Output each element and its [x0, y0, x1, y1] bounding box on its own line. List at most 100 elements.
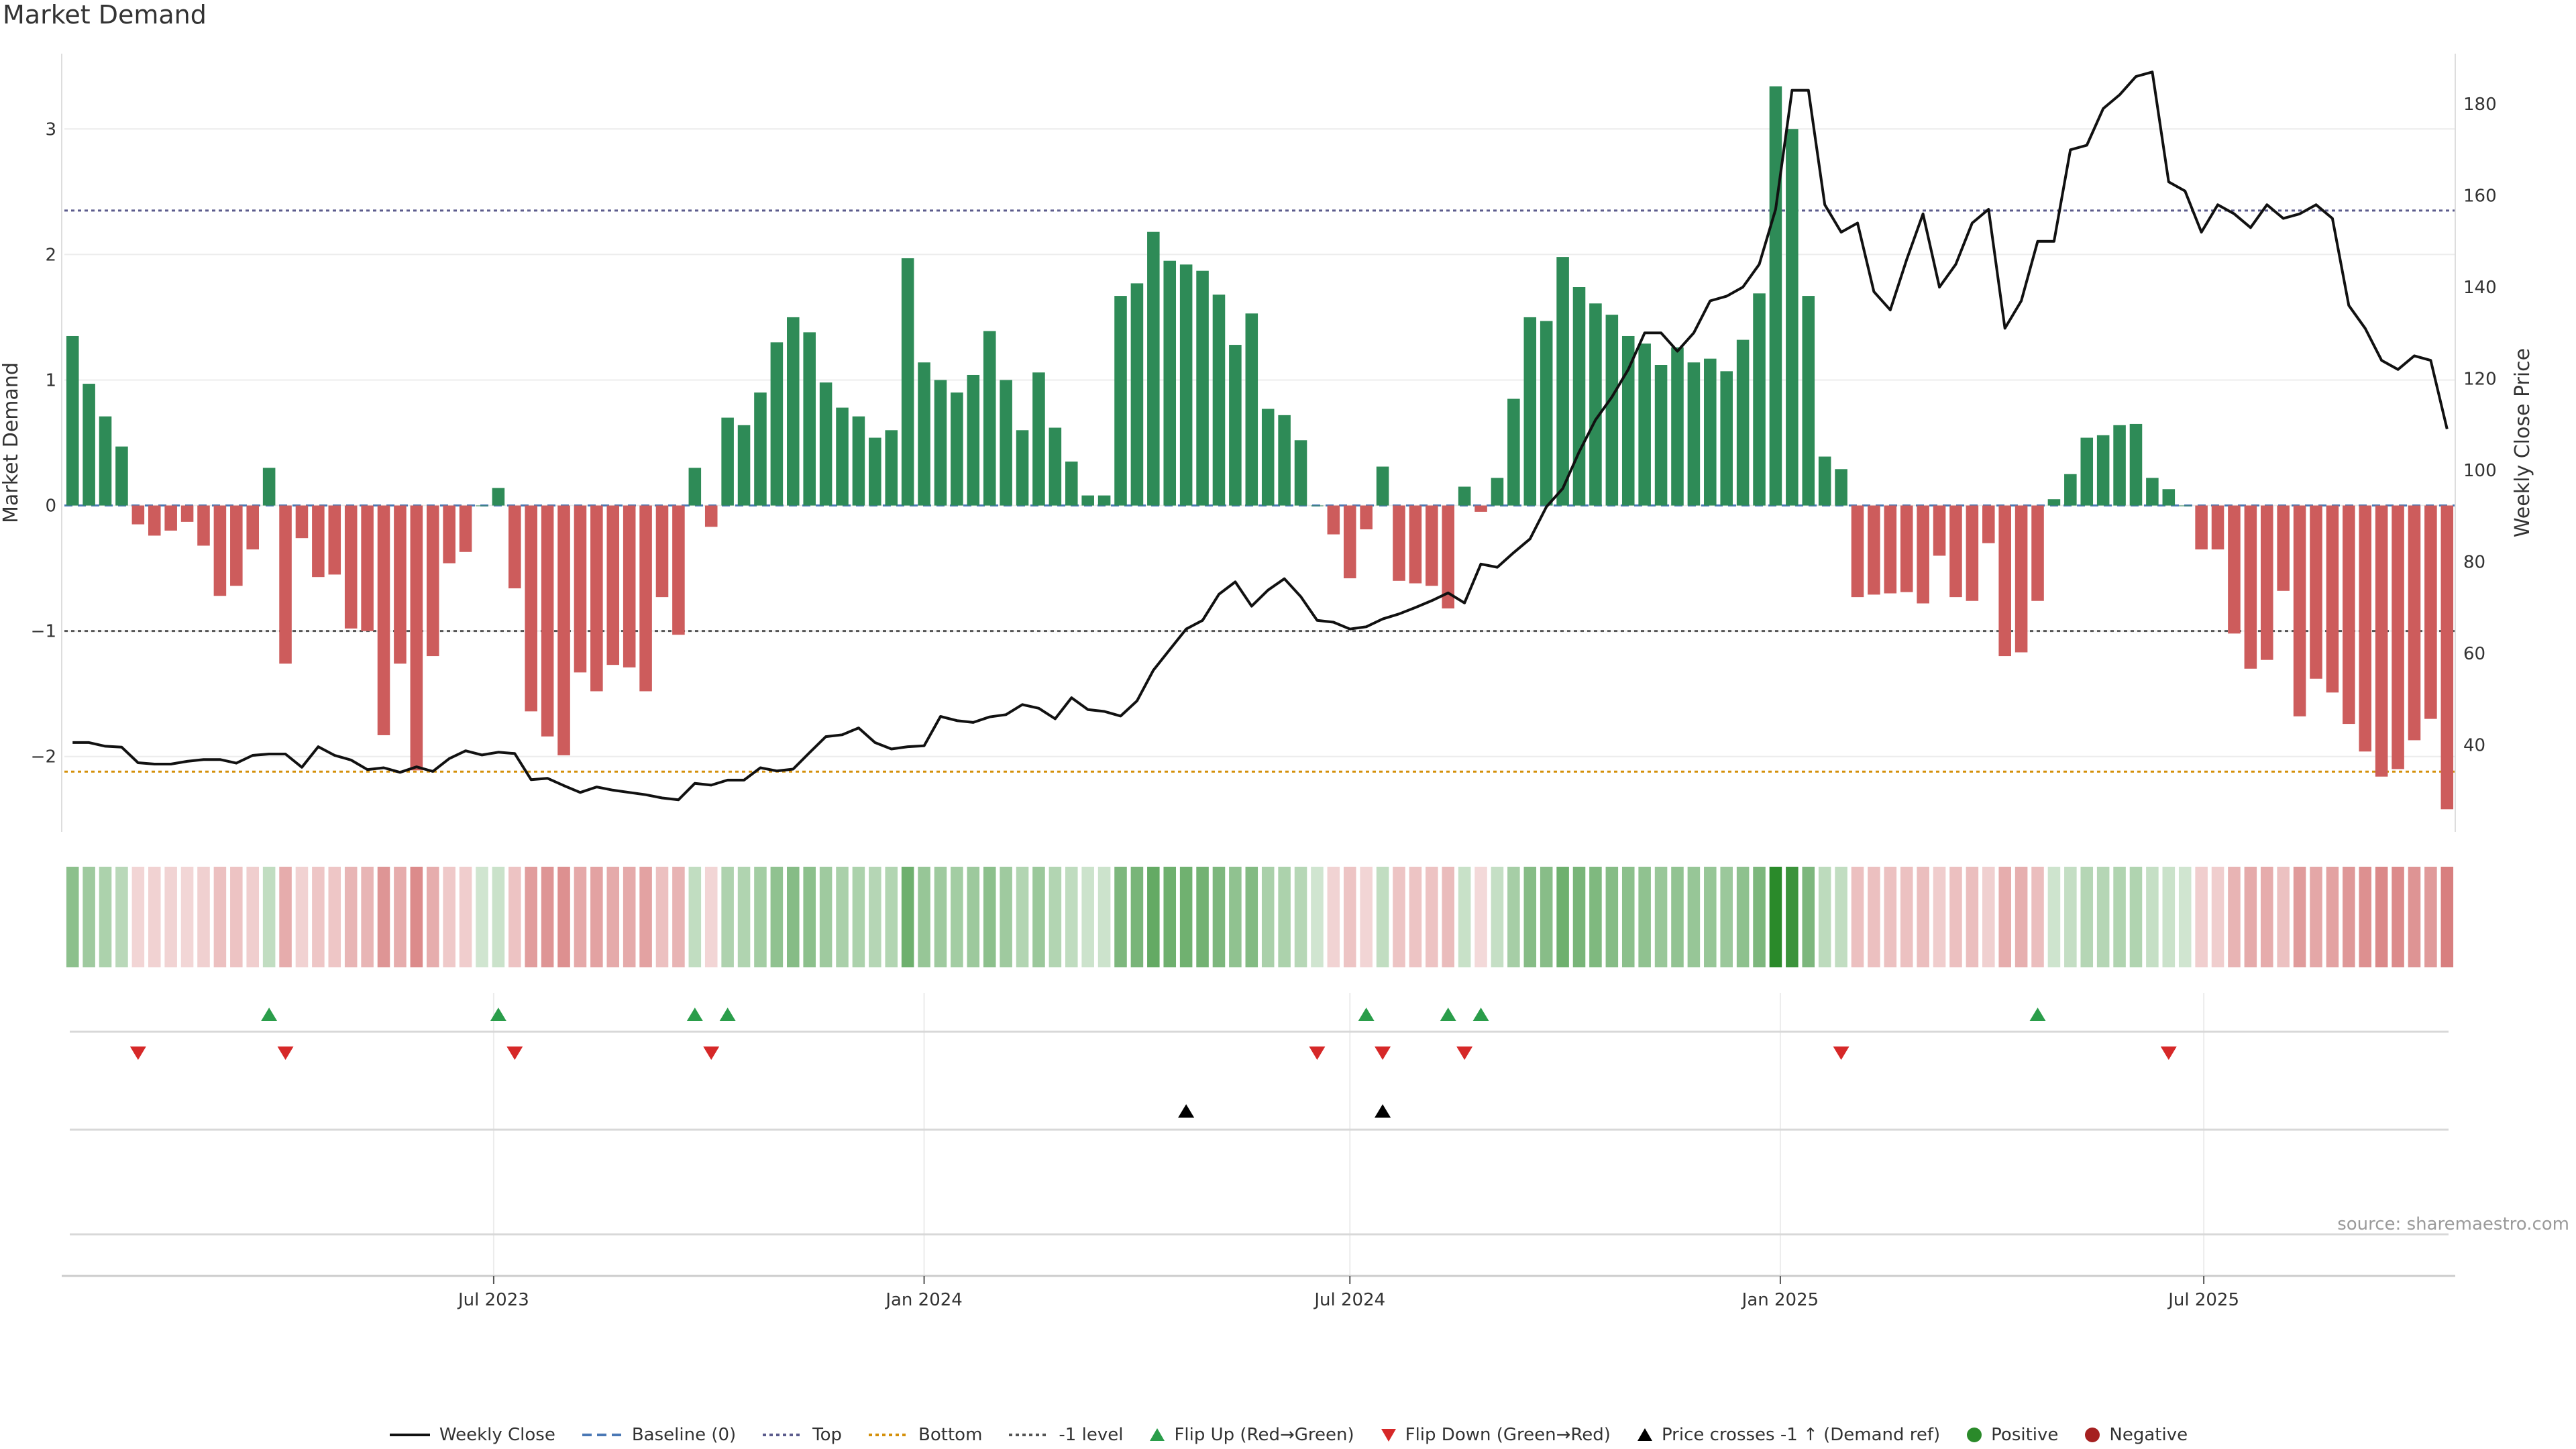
dotted-line-icon — [869, 1434, 910, 1436]
price-cross-marker — [1375, 1104, 1391, 1118]
heat-cell — [492, 867, 505, 967]
heat-cell — [951, 867, 963, 967]
heat-cell — [1393, 867, 1405, 967]
demand-bar — [1884, 505, 1897, 594]
heat-cell — [1540, 867, 1553, 967]
demand-bar — [2440, 505, 2454, 810]
heat-cell — [1212, 867, 1226, 967]
demand-bar — [672, 505, 685, 635]
heat-strip-layer — [66, 867, 2454, 967]
page-title: Market Demand — [3, 0, 207, 30]
flip-up-marker — [1440, 1008, 1456, 1021]
x-tick-label: Jul 2024 — [1313, 1290, 1385, 1310]
heat-cell — [1736, 867, 1750, 967]
demand-bar — [2293, 505, 2306, 716]
demand-bar — [1736, 339, 1750, 506]
x-axis-layer: Jul 2023 Jan 2024 Jul 2024 Jan 2025 Jul 2025 — [62, 1275, 2455, 1310]
demand-bar — [1605, 315, 1619, 506]
y2-tick-label: 160 — [2463, 186, 2497, 207]
heat-cell — [1786, 867, 1799, 967]
demand-bar — [230, 505, 243, 586]
demand-bar — [443, 505, 455, 564]
demand-bar — [655, 505, 669, 598]
demand-bar — [1720, 371, 1733, 506]
heat-cell — [1884, 867, 1897, 967]
demand-bar — [148, 505, 161, 536]
dotted-line-icon — [763, 1434, 804, 1436]
demand-bar — [1442, 505, 1455, 608]
heat-cell — [230, 867, 243, 967]
demand-bar — [1261, 409, 1275, 506]
demand-bar — [180, 505, 194, 522]
heat-cell — [295, 867, 309, 967]
dotted-line-icon — [1009, 1434, 1050, 1436]
heat-cell — [164, 867, 177, 967]
heat-cell — [197, 867, 210, 967]
demand-bar — [1835, 469, 1847, 506]
heat-cell — [1474, 867, 1487, 967]
flip-down-marker — [506, 1046, 523, 1060]
heat-cell — [426, 867, 439, 967]
flip-down-marker — [129, 1046, 146, 1060]
legend-label: Top — [812, 1425, 843, 1445]
demand-bar — [1818, 456, 1831, 506]
demand-bar — [1753, 293, 1766, 506]
demand-bar — [1000, 380, 1012, 506]
demand-bar — [410, 505, 423, 771]
demand-bar — [1179, 264, 1193, 506]
heat-cell — [1458, 867, 1471, 967]
demand-bar — [1523, 317, 1537, 506]
heat-cell — [1261, 867, 1275, 967]
heat-cell — [1327, 867, 1340, 967]
heat-cell — [1589, 867, 1602, 967]
heat-cell — [639, 867, 652, 967]
demand-bar — [1687, 362, 1701, 506]
legend-item: Price crosses -1 ↑ (Demand ref) — [1636, 1425, 1940, 1445]
legend-label: Positive — [1991, 1425, 2059, 1445]
demand-bar — [295, 505, 309, 539]
demand-bar — [606, 505, 620, 665]
demand-bar — [852, 416, 865, 506]
demand-bar — [1130, 283, 1144, 506]
demand-bar — [1065, 462, 1078, 506]
heat-cell — [1278, 867, 1291, 967]
heat-cell — [1426, 867, 1438, 967]
heat-cell — [2146, 867, 2159, 967]
flip-down-marker — [1375, 1046, 1391, 1060]
heat-cell — [2244, 867, 2257, 967]
demand-bar — [2080, 437, 2094, 506]
heat-cell — [1917, 867, 1929, 967]
heat-cell — [2277, 867, 2290, 967]
demand-bar — [2359, 505, 2372, 752]
price-line-layer — [72, 70, 2449, 802]
heat-cell — [1868, 867, 1880, 967]
demand-bar — [377, 505, 390, 735]
legend-label: Flip Up (Red→Green) — [1174, 1425, 1354, 1445]
demand-bar — [721, 417, 734, 506]
heat-cell — [2228, 867, 2241, 967]
heat-cell — [2375, 867, 2388, 967]
heat-cell — [1638, 867, 1651, 967]
heat-cell — [2359, 867, 2372, 967]
heat-cell — [1720, 867, 1733, 967]
heat-cell — [721, 867, 734, 967]
y2-tick-label: 40 — [2463, 735, 2485, 755]
demand-bar — [2310, 505, 2322, 679]
flip-down-marker — [1309, 1046, 1326, 1060]
demand-bar — [361, 505, 374, 631]
heat-cell — [2162, 867, 2176, 967]
demand-bar — [639, 505, 652, 692]
x-tick-label: Jan 2025 — [1741, 1290, 1819, 1310]
heat-cell — [1179, 867, 1193, 967]
demand-bar — [2031, 505, 2044, 601]
flip-down-marker — [703, 1046, 720, 1060]
demand-bar — [2015, 505, 2028, 653]
demand-bars-layer — [66, 86, 2454, 810]
heat-cell — [803, 867, 816, 967]
heat-cell — [2293, 867, 2306, 967]
reference-lines-layer — [64, 209, 2455, 773]
heat-cell — [1769, 867, 1782, 967]
dot-icon — [1967, 1428, 1982, 1442]
heat-cell — [1114, 867, 1127, 967]
demand-bar — [787, 317, 800, 506]
